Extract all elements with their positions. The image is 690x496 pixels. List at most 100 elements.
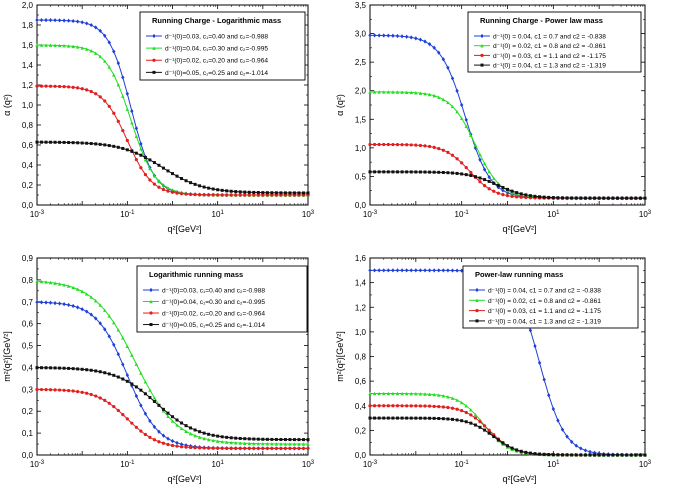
data-point: [306, 446, 310, 451]
x-tick-label: 10-1: [455, 460, 470, 469]
data-point: [261, 193, 265, 197]
data-point: [372, 268, 377, 273]
data-point: [400, 268, 404, 273]
data-point: [116, 375, 120, 379]
data-point: [238, 436, 242, 440]
x-tick-exp: 1: [556, 460, 560, 466]
data-point: [139, 166, 143, 170]
data-point: [514, 192, 519, 197]
data-point: [574, 443, 578, 448]
data-point: [89, 295, 93, 299]
data-point: [533, 343, 537, 349]
data-point: [391, 416, 395, 420]
data-point: [437, 170, 441, 174]
data-point: [116, 82, 120, 87]
y-tick-label: 1,5: [355, 115, 367, 124]
series-3: [35, 387, 310, 451]
data-point: [247, 193, 251, 197]
data-point: [53, 84, 57, 88]
data-point: [67, 366, 71, 370]
data-point: [220, 435, 224, 439]
data-point: [464, 173, 468, 177]
data-point: [583, 196, 587, 200]
data-point: [220, 446, 224, 450]
data-point: [418, 416, 422, 420]
data-point: [579, 453, 583, 457]
data-point: [537, 360, 542, 365]
data-point: [515, 195, 519, 199]
data-point: [243, 437, 247, 441]
data-point: [76, 367, 80, 371]
y-tick-label: 0,8: [22, 276, 34, 285]
data-point: [53, 301, 57, 306]
series-line: [369, 417, 646, 456]
x-tick-label: 101: [212, 210, 225, 219]
data-point: [478, 420, 482, 424]
x-tick-base: 10: [363, 210, 372, 219]
data-point: [391, 170, 395, 174]
data-point: [71, 44, 75, 49]
data-point: [98, 95, 102, 99]
data-point: [368, 416, 372, 420]
legend-entry: d⁻¹(0) = 0.02, c1 = 0.8 and c2 = -0.861: [488, 298, 601, 305]
data-point: [238, 190, 242, 194]
data-point: [40, 366, 44, 370]
data-point: [139, 403, 143, 408]
data-point: [75, 287, 80, 291]
data-point: [80, 141, 84, 145]
legend-entry: d⁻¹(0) = 0.03, c1 = 1.1 and c2 = -1.175: [488, 308, 601, 315]
data-point: [170, 443, 175, 448]
data-point: [405, 170, 409, 174]
legend-swatch-marker: [475, 309, 479, 313]
data-point: [446, 268, 450, 273]
x-tick-exp: 3: [648, 210, 652, 216]
data-point: [57, 301, 62, 306]
data-point: [629, 196, 633, 200]
data-point: [152, 173, 157, 178]
data-point: [450, 268, 455, 273]
y-tick-label: 2,5: [355, 58, 367, 67]
data-point: [446, 405, 450, 410]
data-point: [418, 268, 423, 273]
legend-box: [136, 265, 308, 333]
data-point: [570, 196, 574, 200]
x-tick-exp: -3: [372, 460, 378, 466]
data-point: [166, 189, 170, 193]
data-point: [98, 54, 102, 59]
legend-entry: d⁻¹(0)=0.05, c₁=0.25 and c₂=-1.014: [162, 322, 265, 329]
data-point: [107, 334, 111, 339]
data-point: [446, 65, 450, 70]
legend-swatch-marker: [480, 43, 484, 48]
data-point: [409, 90, 413, 95]
data-point: [89, 312, 93, 317]
data-point: [487, 175, 491, 180]
data-point: [211, 438, 215, 443]
data-point: [121, 94, 125, 98]
data-point: [75, 305, 80, 310]
data-point: [184, 445, 188, 449]
data-point: [382, 170, 386, 174]
data-point: [157, 163, 161, 167]
data-point: [116, 145, 120, 149]
data-point: [121, 336, 125, 340]
data-point: [570, 453, 574, 457]
data-point: [473, 175, 477, 179]
data-point: [103, 398, 107, 403]
data-point: [98, 142, 102, 146]
data-point: [547, 453, 551, 457]
data-point: [103, 327, 107, 332]
data-point: [450, 396, 455, 400]
data-point: [551, 196, 555, 200]
data-point: [437, 268, 441, 273]
y-axis-title: α (q²): [2, 94, 12, 116]
data-point: [71, 141, 75, 145]
data-point: [372, 142, 377, 147]
data-point: [396, 416, 399, 420]
y-tick-label: 0,3: [22, 385, 34, 394]
data-point: [112, 320, 116, 325]
data-point: [297, 438, 301, 442]
data-point: [44, 300, 48, 305]
data-point: [193, 446, 197, 450]
data-point: [112, 405, 116, 409]
data-point: [446, 417, 450, 421]
